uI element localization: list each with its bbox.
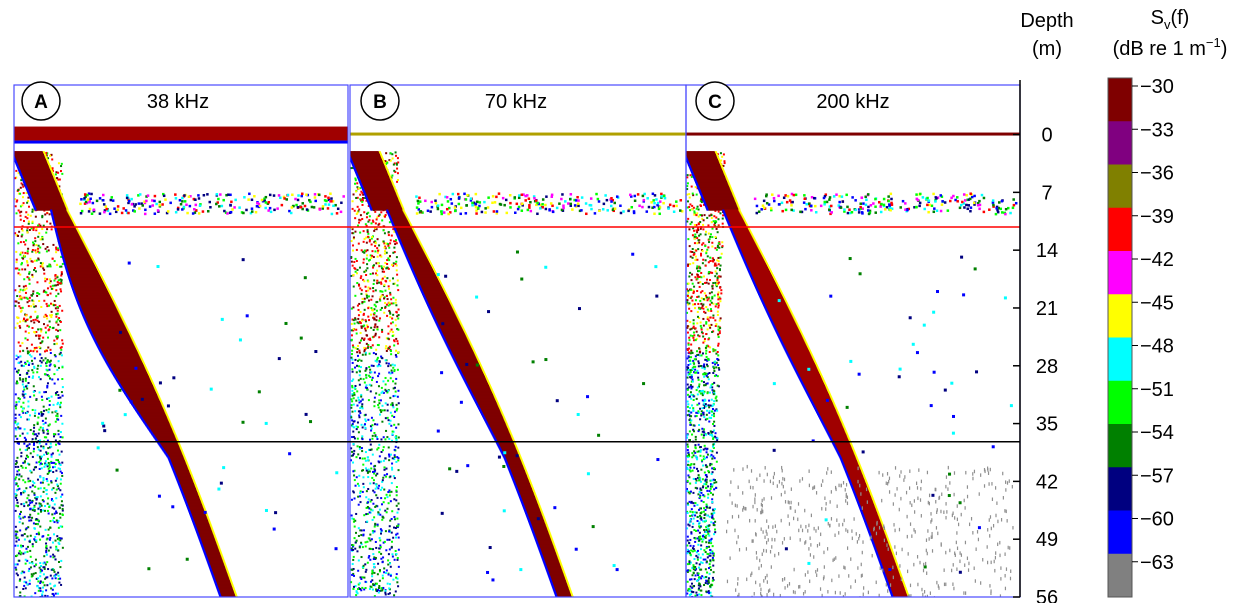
colorbar-tick-label-11: −63 (1140, 552, 1174, 574)
depth-axis-ticks: 0 7 14 21 28 35 42 49 56 (1013, 125, 1058, 603)
colorbar-tick-label-7: −51 (1140, 379, 1174, 401)
depth-tick-label-5: 35 (1036, 414, 1058, 436)
panel-a-label: A (21, 81, 61, 121)
panel-a-letter: A (34, 92, 48, 113)
depth-tick-label-4: 28 (1036, 356, 1058, 378)
depth-axis: Depth (m) 0 7 14 21 28 35 42 49 56 (1013, 10, 1074, 603)
colorbar-title: Sv(f) (1151, 7, 1190, 32)
colorbar-tick-label-8: −54 (1140, 422, 1174, 444)
colorbar-tick-label-5: −45 (1140, 292, 1174, 314)
colorbar-swatch-10 (1108, 510, 1132, 555)
panel-b: B 70 kHz (349, 81, 687, 598)
colorbar-swatch-3 (1108, 207, 1132, 252)
depth-tick-label-6: 42 (1036, 471, 1058, 493)
depth-axis-label-line2: (m) (1032, 38, 1062, 60)
panel-a: A 38 kHz (13, 81, 349, 598)
depth-tick-label-7: 49 (1036, 529, 1058, 551)
colorbar-swatch-8 (1108, 424, 1132, 468)
panel-c-frequency: 200 kHz (816, 91, 889, 113)
panel-b-letter-circle (360, 81, 400, 121)
colorbar-swatch-2 (1108, 164, 1132, 209)
colorbar-swatch-7 (1108, 380, 1132, 425)
depth-tick-label-2: 14 (1036, 240, 1058, 262)
colorbar-tick-label-6: −48 (1140, 336, 1174, 358)
colorbar-swatch-9 (1108, 467, 1132, 511)
colorbar-swatch-0 (1108, 78, 1132, 122)
echogram-panel-c-data (686, 132, 1020, 597)
colorbar-tick-label-3: −39 (1140, 206, 1174, 228)
colorbar-swatches (1107, 77, 1133, 598)
panel-c: C 200 kHz (685, 81, 1021, 598)
colorbar-units: (dB re 1 m−1) (1113, 35, 1228, 60)
panel-c-label: C (695, 81, 735, 121)
colorbar-swatch-1 (1108, 121, 1132, 165)
panel-b-frequency: 70 kHz (485, 91, 547, 113)
colorbar-tick-label-10: −60 (1140, 509, 1174, 531)
panel-a-letter-circle (21, 81, 61, 121)
colorbar-swatch-5 (1108, 294, 1132, 338)
colorbar-swatch-6 (1108, 337, 1132, 382)
panel-b-label: B (360, 81, 400, 121)
colorbar-tick-label-1: −33 (1140, 119, 1174, 141)
colorbar-tick-label-2: −36 (1140, 163, 1174, 185)
echogram-panel-b-data (350, 132, 686, 597)
colorbar-tick-label-0: −30 (1140, 76, 1174, 98)
depth-tick-label-3: 21 (1036, 298, 1058, 320)
colorbar-tick-label-4: −42 (1140, 249, 1174, 271)
depth-tick-label-1: 7 (1041, 182, 1052, 204)
panel-c-border (685, 84, 1021, 598)
depth-tick-label-0: 0 (1041, 125, 1052, 147)
panel-a-border (13, 84, 349, 598)
depth-tick-label-8: 56 (1036, 587, 1058, 603)
panel-b-letter: B (373, 92, 387, 113)
colorbar-tick-label-9: −57 (1140, 465, 1174, 487)
panel-c-letter: C (708, 92, 722, 113)
panel-a-frequency: 38 kHz (147, 91, 209, 113)
panel-c-letter-circle (695, 81, 735, 121)
reference-lines (14, 226, 1020, 443)
colorbar-swatch-11 (1108, 553, 1132, 598)
echogram-panel-a-data (14, 126, 348, 597)
colorbar-swatch-4 (1108, 251, 1132, 295)
depth-axis-label-line1: Depth (1020, 10, 1073, 32)
colorbar-ticks: −30 −33 −36 −39 −42 −45 −48 −51 −54 −57 −60 −63 (1132, 76, 1174, 574)
colorbar-frame (1107, 77, 1133, 598)
panel-b-border (349, 84, 687, 598)
colorbar: Sv(f) (dB re 1 m−1) −30 −33 −36 −39 −42 −45 −4… (1107, 7, 1228, 598)
